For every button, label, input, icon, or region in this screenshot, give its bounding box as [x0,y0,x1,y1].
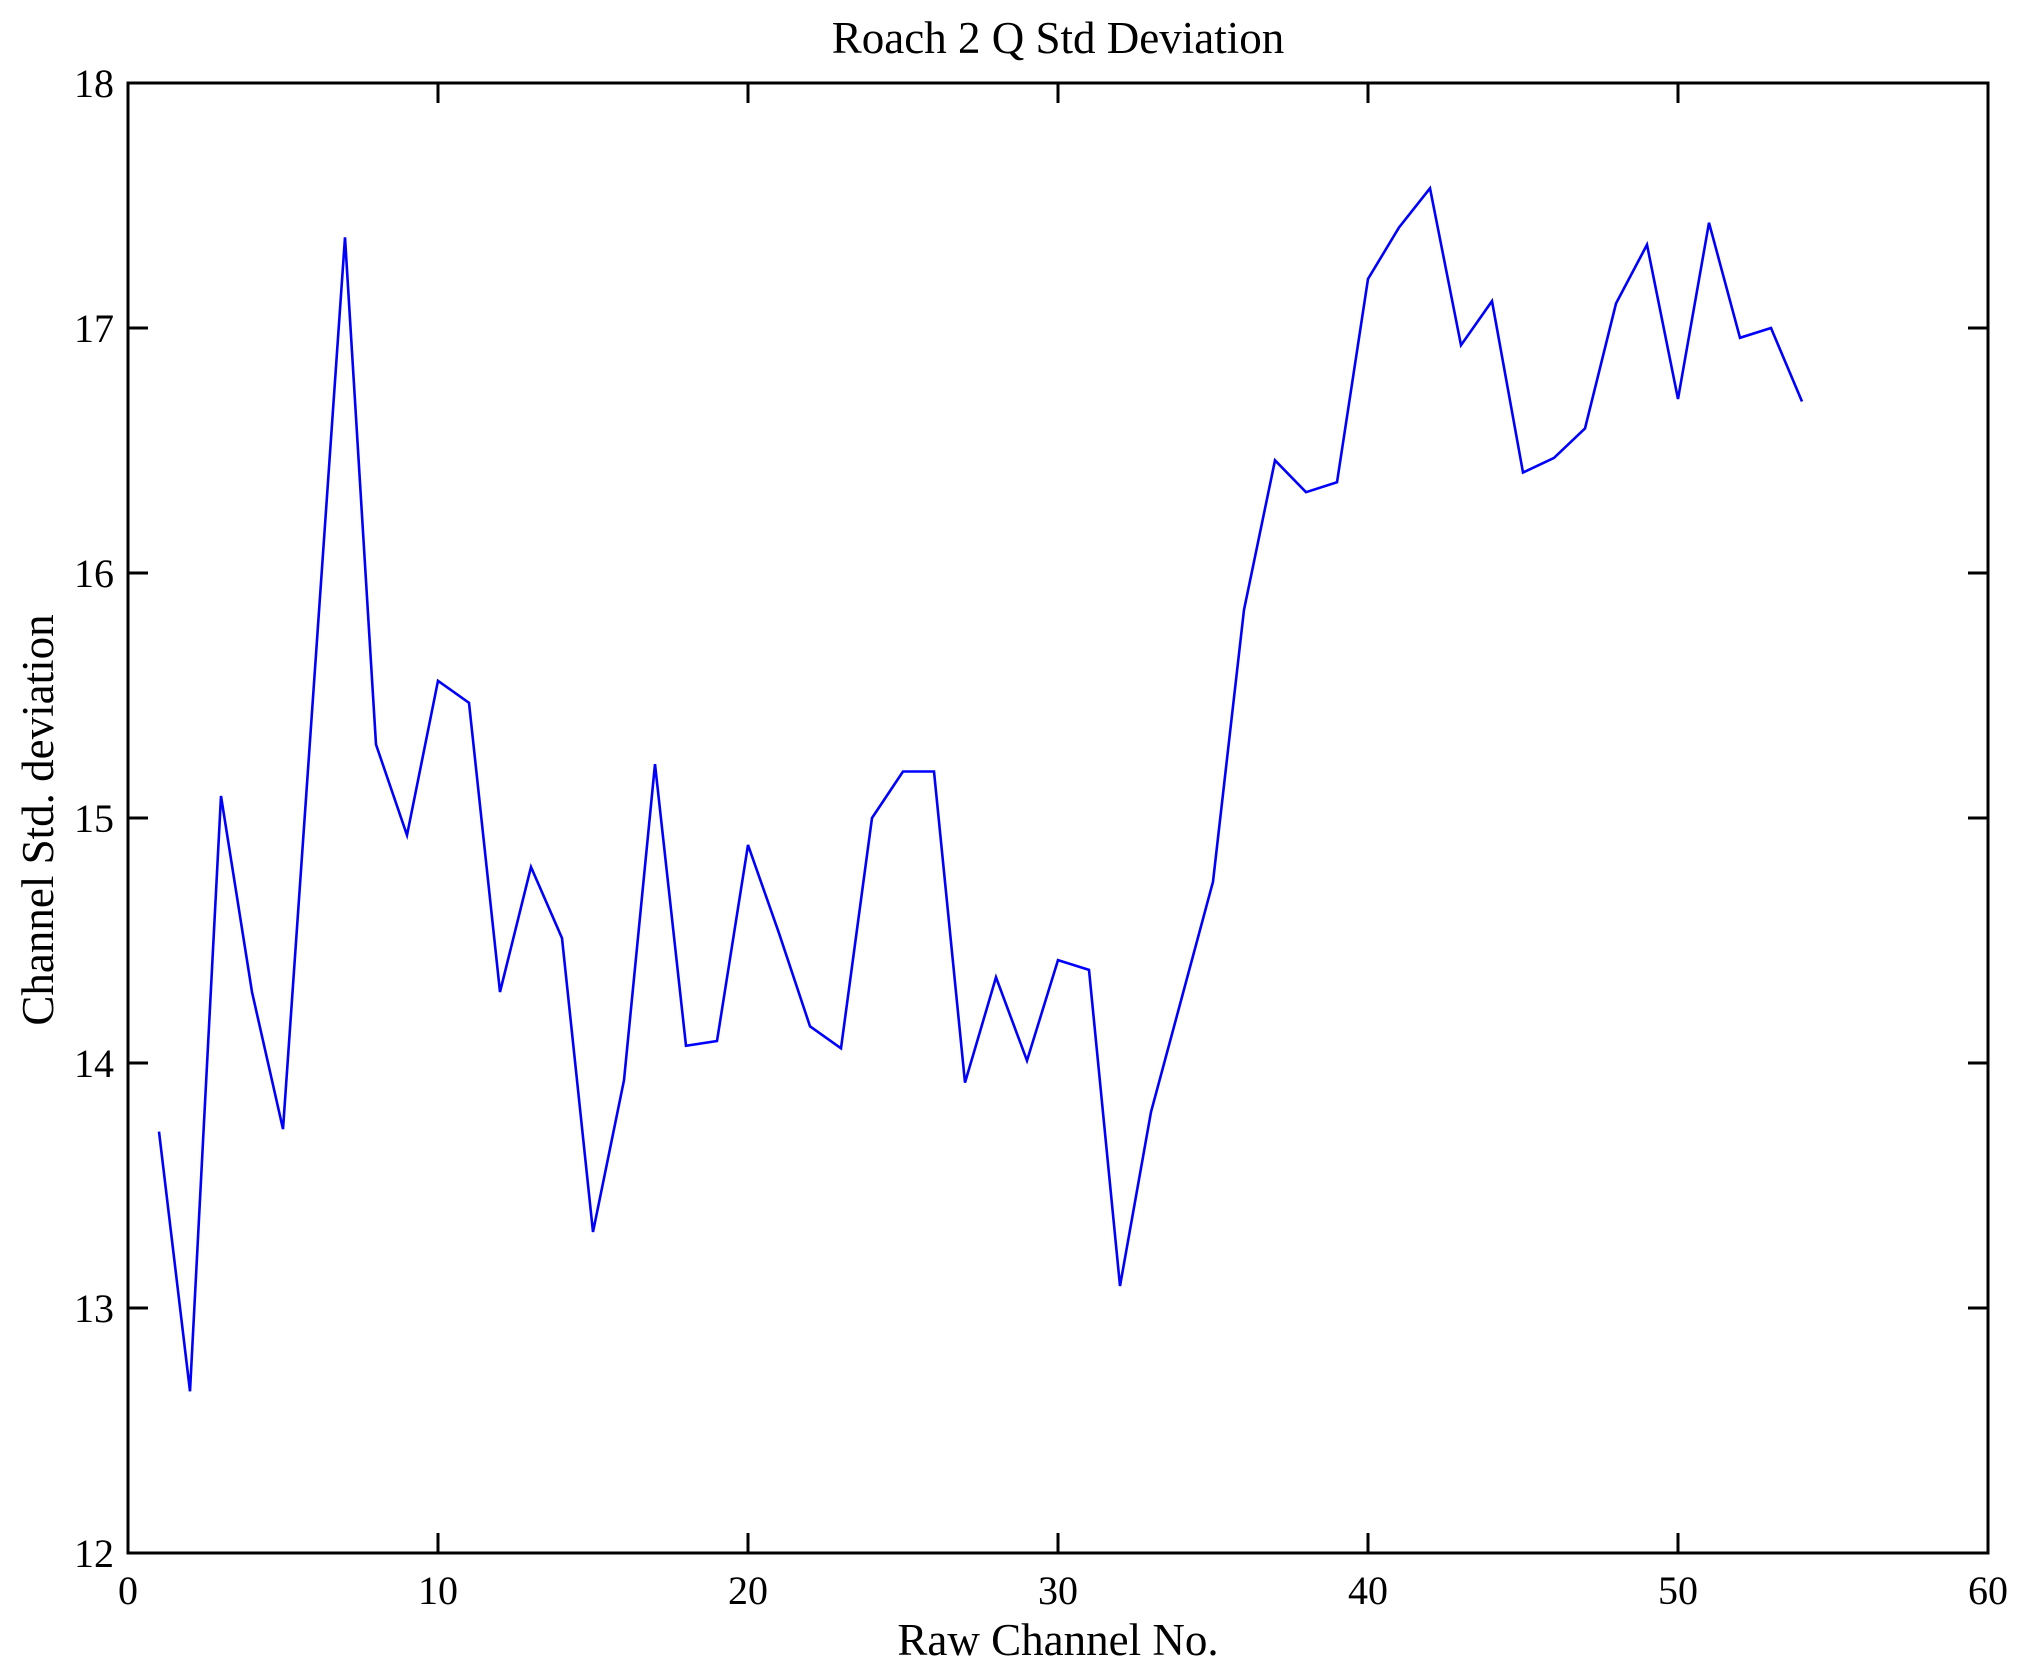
data-line [157,185,1804,1392]
y-tick-label: 14 [74,1041,114,1086]
x-tick-label: 20 [728,1568,768,1613]
x-tick-label: 30 [1038,1568,1078,1613]
x-tick-label: 40 [1348,1568,1388,1613]
plot-box [126,81,1990,1555]
x-tick-label: 50 [1658,1568,1698,1613]
y-tick-label: 17 [74,306,114,351]
chart-title: Roach 2 Q Std Deviation [831,13,1285,63]
y-tick-label: 12 [74,1531,114,1576]
axis-tick-labels: 0 10 20 30 40 50 60 12 13 14 15 16 17 18 [74,61,2008,1613]
x-tick-label: 0 [118,1568,138,1613]
axis-ticks [126,81,1990,1555]
x-tick-label: 10 [418,1568,458,1613]
y-tick-label: 16 [74,551,114,596]
y-tick-label: 13 [74,1286,114,1331]
x-tick-label: 60 [1968,1568,2008,1613]
y-tick-label: 15 [74,796,114,841]
x-axis-label: Raw Channel No. [897,1615,1219,1665]
y-tick-label: 18 [74,61,114,106]
